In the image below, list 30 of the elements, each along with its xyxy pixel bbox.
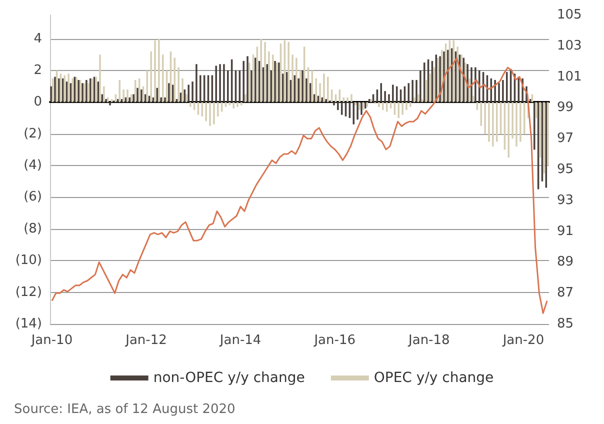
y2-tick-label: 87 bbox=[557, 286, 574, 301]
y-tick-label: (6) bbox=[24, 190, 42, 205]
legend-label: OPEC y/y change bbox=[374, 370, 494, 386]
x-tick-label: Jan-20 bbox=[502, 333, 544, 348]
legend-label: non-OPEC y/y change bbox=[153, 370, 305, 386]
y-tick-label: 0 bbox=[34, 94, 42, 110]
y-tick-label: (12) bbox=[15, 284, 42, 300]
x-tick-label: Jan-14 bbox=[218, 333, 262, 348]
y2-tick-label: 103 bbox=[557, 38, 582, 54]
source-note: Source: IEA, as of 12 August 2020 bbox=[14, 402, 236, 417]
y-tick-label: (4) bbox=[24, 158, 42, 174]
y2-tick-label: 93 bbox=[557, 192, 574, 208]
x-tick-label: Jan-16 bbox=[313, 333, 356, 348]
y2-tick-label: 101 bbox=[557, 69, 582, 84]
y2-tick-label: 95 bbox=[557, 162, 574, 177]
y2-tick-label: 99 bbox=[557, 100, 574, 116]
x-tick-label: Jan-18 bbox=[408, 333, 450, 348]
y2-tick-label: 89 bbox=[557, 254, 574, 270]
y-tick-label: (14) bbox=[15, 316, 42, 332]
y2-tick-label: 85 bbox=[557, 316, 574, 332]
y-tick-label: (2) bbox=[24, 126, 42, 142]
y-tick-label: (8) bbox=[24, 221, 42, 236]
x-tick-label: Jan-12 bbox=[124, 333, 167, 348]
y-tick-label: 2 bbox=[34, 62, 42, 78]
y-tick-label: 4 bbox=[34, 31, 42, 46]
y2-tick-label: 105 bbox=[557, 8, 582, 22]
y-tick-label: (10) bbox=[15, 253, 42, 268]
x-tick-label: Jan-10 bbox=[30, 333, 73, 348]
y2-tick-label: 97 bbox=[557, 131, 574, 146]
y2-tick-label: 91 bbox=[557, 224, 574, 239]
